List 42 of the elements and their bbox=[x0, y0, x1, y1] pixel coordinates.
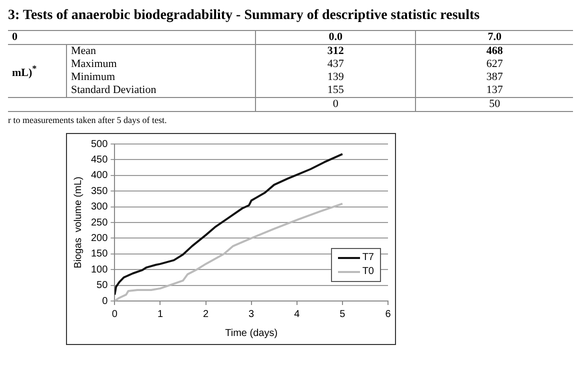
text: 137 bbox=[486, 84, 503, 96]
text: r to measurements taken after 5 days of test. bbox=[8, 115, 167, 125]
y-tick-label: 200 bbox=[90, 232, 108, 244]
legend-label: T7 bbox=[362, 251, 374, 265]
y-tick-label: 150 bbox=[90, 248, 108, 260]
y-axis-title: Biogas volume (mL) bbox=[72, 176, 84, 268]
text: 0 bbox=[12, 31, 18, 43]
text: 0 bbox=[332, 98, 338, 110]
text: 468 bbox=[486, 45, 503, 57]
text: 437 bbox=[327, 58, 344, 70]
y-tick-label: 300 bbox=[90, 202, 108, 213]
text: Maximum bbox=[71, 58, 117, 70]
text: 7.0 bbox=[488, 31, 502, 43]
y-tick-label: 500 bbox=[90, 138, 108, 150]
text: 0.0 bbox=[328, 31, 343, 43]
text: Mean bbox=[71, 45, 96, 57]
text: 387 bbox=[486, 71, 503, 83]
text: 3: Tests of anaerobic biodegradability - Summary of descriptive statistic results bbox=[8, 8, 480, 23]
text: 139 bbox=[327, 71, 344, 83]
y-tick-label: 100 bbox=[90, 264, 108, 276]
x-tick-label: 6 bbox=[385, 308, 392, 320]
y-tick-label: 250 bbox=[90, 217, 108, 228]
y-tick-label: 50 bbox=[96, 280, 108, 292]
text: 155 bbox=[327, 84, 344, 96]
x-tick-label: 1 bbox=[157, 308, 164, 320]
text: Standard Deviation bbox=[71, 84, 156, 96]
y-tick-label: 400 bbox=[90, 170, 108, 182]
x-tick-label: 2 bbox=[203, 308, 210, 320]
x-tick-label: 4 bbox=[294, 308, 300, 320]
y-tick-label: 350 bbox=[90, 186, 108, 197]
x-tick-label: 3 bbox=[248, 308, 255, 320]
text: mL)$^{*}$ bbox=[12, 63, 37, 79]
text: 312 bbox=[327, 45, 344, 57]
text: 627 bbox=[486, 58, 503, 70]
x-axis-title: Time (days) bbox=[225, 328, 278, 339]
legend-label: T0 bbox=[362, 265, 374, 279]
x-tick-label: 5 bbox=[340, 308, 346, 320]
x-tick-label: 0 bbox=[112, 308, 118, 320]
text: Minimum bbox=[71, 71, 116, 83]
text: 50 bbox=[489, 98, 500, 110]
y-tick-label: 450 bbox=[90, 154, 108, 166]
y-tick-label: 0 bbox=[102, 296, 108, 307]
